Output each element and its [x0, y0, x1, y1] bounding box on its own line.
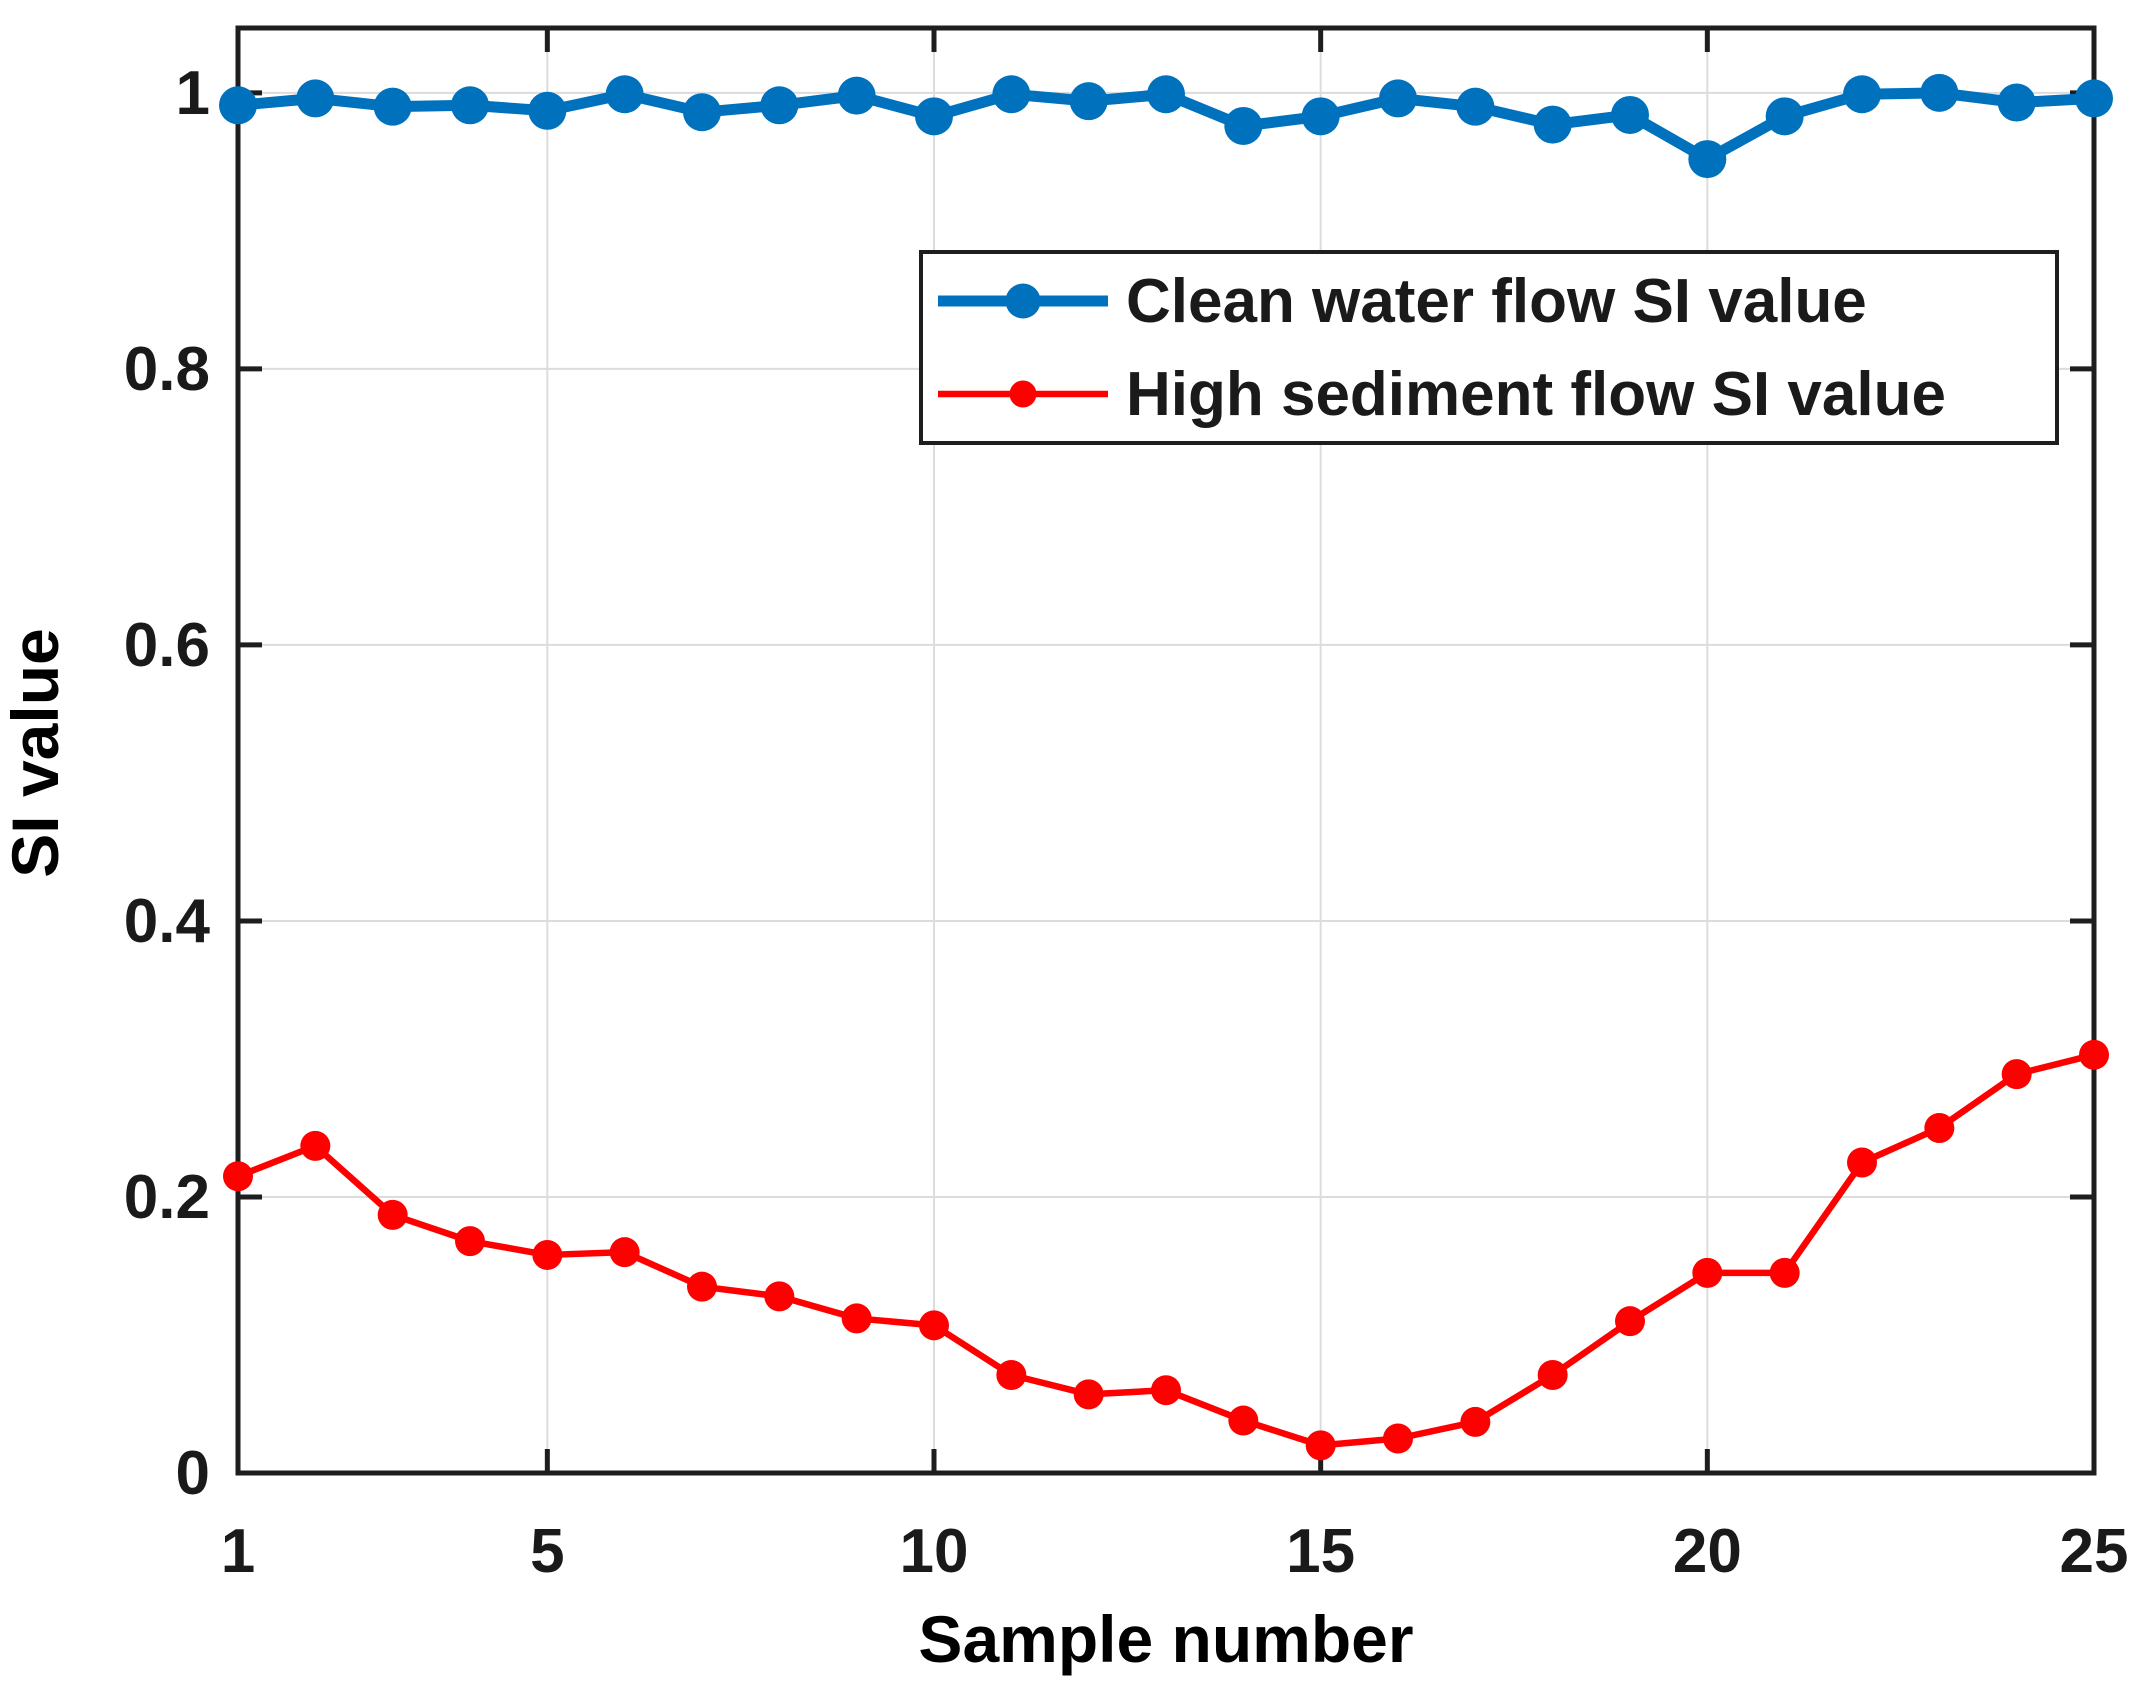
data-point-marker — [528, 91, 567, 130]
data-point-marker — [2001, 1059, 2032, 1090]
series-clean-water — [219, 73, 2113, 179]
y-axis-title: SI value — [0, 628, 72, 877]
data-point-marker — [532, 1239, 563, 1270]
y-axis-tick-label: 0.6 — [124, 611, 210, 680]
data-point-marker — [296, 79, 335, 118]
plot-area — [238, 28, 2094, 1473]
data-point-marker — [1228, 1405, 1259, 1436]
data-point-marker — [300, 1130, 331, 1161]
legend-marker-sample — [1009, 380, 1037, 408]
legend-label: Clean water flow SI value — [1126, 267, 1867, 336]
legend-entry: High sediment flow SI value — [938, 360, 1946, 429]
data-point-marker — [1379, 79, 1417, 118]
data-point-marker — [1073, 1379, 1104, 1410]
data-point-marker — [1615, 1306, 1645, 1337]
y-axis-tick-label: 0.4 — [124, 887, 211, 956]
data-point-marker — [2079, 1039, 2109, 1070]
data-point-marker — [683, 93, 721, 132]
data-point-marker — [455, 1226, 485, 1257]
data-point-marker — [1147, 75, 1185, 114]
legend-entry: Clean water flow SI value — [938, 267, 1867, 336]
y-axis-tick-label: 0 — [176, 1439, 210, 1508]
data-point-marker — [451, 86, 489, 125]
data-point-marker — [2075, 79, 2113, 118]
data-point-marker — [1765, 97, 1804, 136]
x-axis-tick-label: 1 — [221, 1517, 255, 1586]
data-point-marker — [1920, 73, 1959, 112]
data-point-marker — [760, 86, 799, 125]
y-axis-tick-label: 0.8 — [124, 335, 210, 404]
data-point-marker — [1151, 1375, 1181, 1406]
data-point-marker — [1769, 1257, 1800, 1288]
data-point-marker — [919, 1310, 949, 1341]
axes-border — [235, 25, 2097, 1476]
data-point-marker — [1997, 83, 2036, 122]
data-point-marker — [1537, 1360, 1568, 1391]
x-axis-tick-label: 10 — [900, 1517, 969, 1586]
data-point-marker — [1924, 1112, 1955, 1143]
data-point-marker — [915, 97, 953, 136]
data-point-marker — [992, 75, 1031, 114]
x-axis-tick-label: 5 — [530, 1517, 564, 1586]
data-point-marker — [1069, 82, 1108, 121]
data-point-marker — [223, 1161, 253, 1192]
data-point-marker — [1305, 1430, 1336, 1461]
x-axis-tick-label: 15 — [1286, 1517, 1355, 1586]
x-axis-title: Sample number — [918, 1602, 1413, 1676]
legend-label: High sediment flow SI value — [1126, 360, 1946, 429]
data-point-marker — [1383, 1423, 1413, 1454]
data-point-marker — [1301, 97, 1340, 136]
data-point-marker — [219, 86, 257, 125]
data-point-marker — [605, 75, 644, 114]
data-point-marker — [609, 1237, 640, 1268]
data-point-marker — [687, 1271, 717, 1302]
data-point-marker — [837, 76, 876, 115]
data-point-marker — [1843, 75, 1881, 114]
data-point-marker — [1224, 106, 1263, 145]
y-axis-tick-label: 1 — [176, 59, 210, 128]
data-point-marker — [1688, 140, 1727, 179]
legend: Clean water flow SI value High sediment f… — [919, 250, 2059, 445]
data-point-marker — [1692, 1257, 1723, 1288]
data-point-marker — [996, 1360, 1027, 1391]
x-axis-tick-label: 20 — [1673, 1517, 1742, 1586]
data-point-marker — [377, 1199, 408, 1230]
legend-box — [919, 250, 2059, 445]
data-point-marker — [1611, 95, 1649, 134]
data-point-marker — [373, 87, 412, 126]
series-high-sediment — [223, 1039, 2109, 1461]
x-axis-tick-label: 25 — [2060, 1517, 2129, 1586]
y-axis-tick-label: 0.2 — [124, 1163, 210, 1232]
data-point-marker — [1460, 1406, 1491, 1437]
data-point-marker — [764, 1281, 795, 1312]
data-point-marker — [1533, 105, 1572, 144]
data-point-marker — [841, 1303, 872, 1334]
data-point-marker — [1847, 1147, 1877, 1178]
data-point-marker — [1456, 87, 1495, 126]
legend-marker-sample — [1005, 283, 1041, 319]
